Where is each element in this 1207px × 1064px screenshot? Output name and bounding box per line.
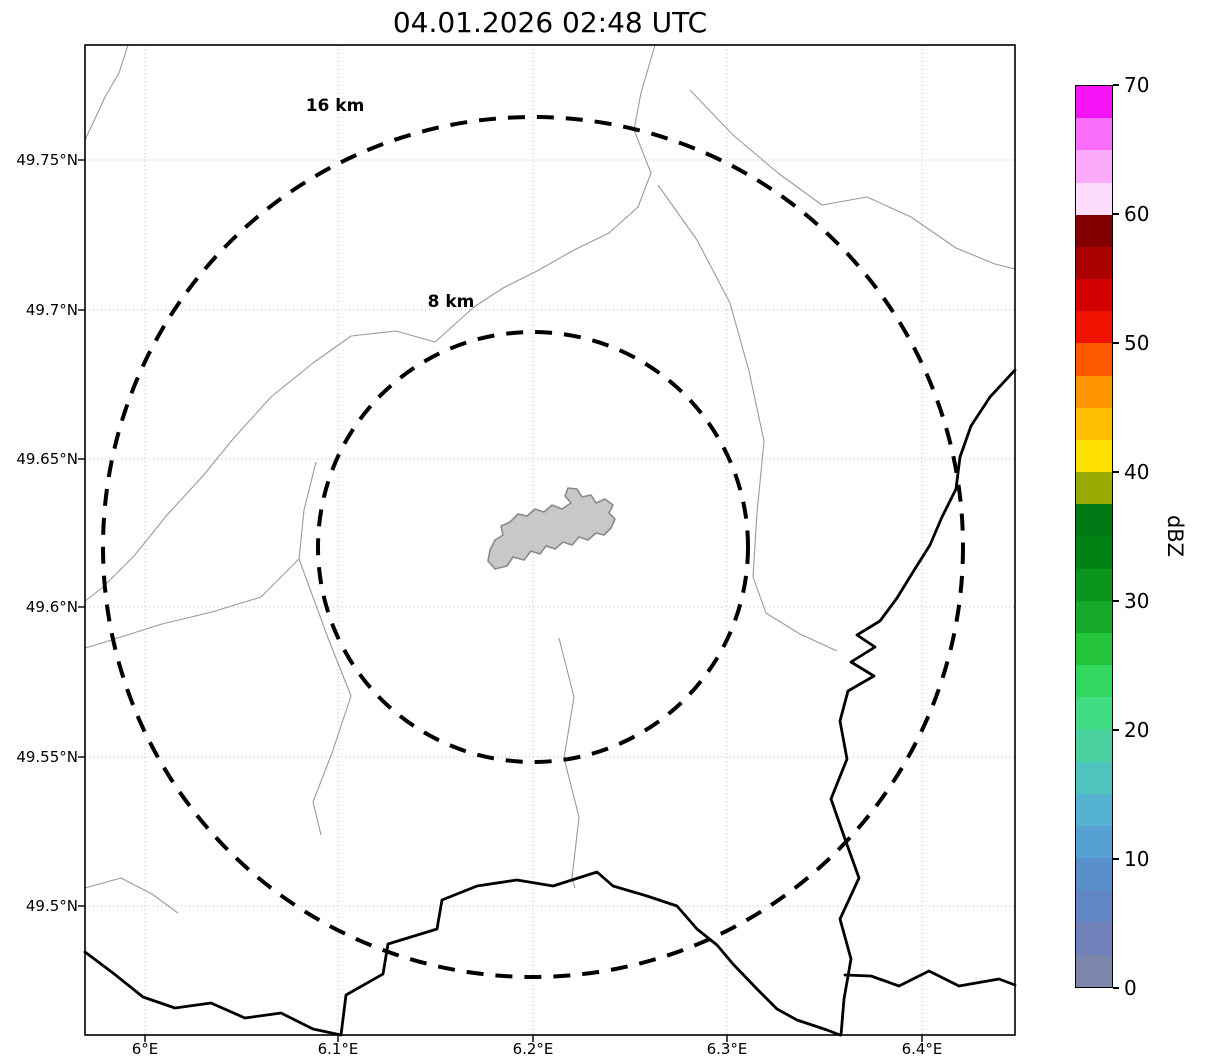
colorbar-tick-mark [1113, 858, 1119, 860]
colorbar-segment [1076, 375, 1112, 408]
border-southwest [83, 950, 343, 1037]
colorbar-tick-label: 70 [1124, 73, 1150, 97]
colorbar-segment [1076, 761, 1112, 794]
country-border-lines [83, 368, 1017, 1037]
colorbar [1075, 85, 1113, 988]
colorbar-tick-label: 30 [1124, 589, 1150, 613]
plot-title: 04.01.2026 02:48 UTC [392, 6, 708, 39]
range-ring-16km-label: 16 km [306, 96, 365, 116]
colorbar-segment [1076, 729, 1112, 762]
colorbar-tick-mark [1113, 471, 1119, 473]
colorbar-segment [1076, 793, 1112, 826]
y-tick-label: 49.65°N [16, 450, 78, 468]
colorbar-tick-mark [1113, 342, 1119, 344]
colorbar-tick-mark [1113, 987, 1119, 989]
plot-border [84, 44, 1016, 1036]
colorbar-tick-label: 20 [1124, 718, 1150, 742]
y-tick-label: 49.75°N [16, 151, 78, 169]
colorbar-segment [1076, 665, 1112, 698]
admin-boundary-lines [84, 44, 1016, 914]
colorbar-tick-label: 0 [1124, 976, 1137, 1000]
x-tick-label: 6.4°E [901, 1040, 943, 1058]
colorbar-tick-label: 10 [1124, 847, 1150, 871]
colorbar-segment [1076, 439, 1112, 473]
map-canvas: 16 km 8 km [78, 44, 1017, 1042]
gridlines [85, 45, 1015, 1035]
colorbar-segment [1076, 600, 1112, 633]
y-tick-label: 49.55°N [16, 748, 78, 766]
colorbar-tick-label: 40 [1124, 460, 1150, 484]
colorbar-segment [1076, 472, 1112, 505]
axis-tick-marks [78, 159, 923, 1042]
colorbar-segment [1076, 86, 1112, 119]
colorbar-tick-mark [1113, 729, 1119, 731]
colorbar-segment [1076, 343, 1112, 376]
colorbar-segment [1076, 568, 1112, 601]
colorbar-segment [1076, 954, 1112, 987]
x-tick-label: 6.3°E [706, 1040, 748, 1058]
colorbar-segment [1076, 858, 1112, 891]
colorbar-segment [1076, 279, 1112, 312]
y-tick-label: 49.5°N [25, 897, 78, 915]
colorbar-segment [1076, 182, 1112, 215]
colorbar-segment [1076, 407, 1112, 440]
colorbar-segment [1076, 504, 1112, 537]
range-ring-16km [101, 115, 965, 979]
colorbar-tick-label: 60 [1124, 202, 1150, 226]
x-tick-label: 6°E [131, 1040, 159, 1058]
colorbar-segment [1076, 632, 1112, 666]
colorbar-segment [1076, 825, 1112, 859]
y-tick-label: 49.6°N [25, 598, 78, 616]
colorbar-tick-mark [1113, 600, 1119, 602]
colorbar-segment [1076, 150, 1112, 183]
colorbar-tick-label: 50 [1124, 331, 1150, 355]
y-tick-label: 49.7°N [25, 301, 78, 319]
colorbar-gradient [1076, 86, 1112, 987]
colorbar-segment [1076, 536, 1112, 569]
x-tick-label: 6.1°E [317, 1040, 359, 1058]
colorbar-segment [1076, 890, 1112, 923]
colorbar-axis-label: dBZ [1163, 514, 1187, 558]
colorbar-segment [1076, 922, 1112, 955]
airport-polygon [487, 487, 616, 570]
border-south [339, 870, 842, 1037]
colorbar-segment [1076, 697, 1112, 730]
map-plot-area: 16 km 8 km [78, 44, 1017, 1042]
border-southeast [843, 969, 1017, 988]
colorbar-segment [1076, 118, 1112, 151]
colorbar-tick-mark [1113, 213, 1119, 215]
colorbar-segment [1076, 214, 1112, 247]
colorbar-segment [1076, 311, 1112, 344]
border-river-east [829, 368, 1017, 1037]
colorbar-segment [1076, 246, 1112, 280]
range-ring-8km-label: 8 km [428, 292, 475, 312]
x-tick-label: 6.2°E [512, 1040, 554, 1058]
range-ring-8km [316, 330, 750, 764]
colorbar-tick-mark [1113, 84, 1119, 86]
